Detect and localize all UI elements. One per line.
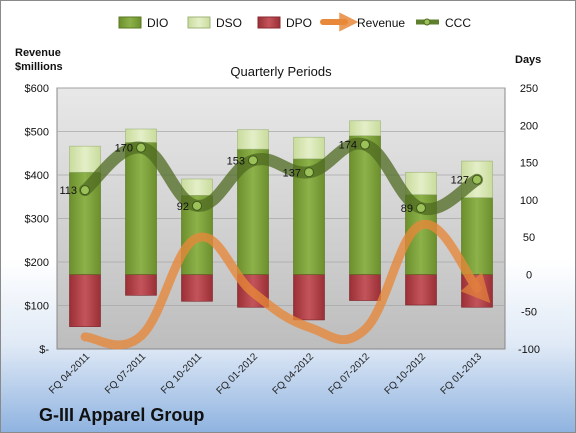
chart-title: Quarterly Periods: [230, 64, 332, 79]
bar-dpo: [293, 274, 325, 321]
right-tick-label: 0: [526, 269, 532, 281]
ccc-line: [79, 137, 483, 216]
ccc-point: [80, 185, 90, 196]
ccc-data-label: 170: [115, 143, 133, 155]
left-axis-label-line1: Revenue: [15, 47, 61, 59]
bar-dpo: [405, 274, 437, 306]
ccc-point: [192, 200, 202, 211]
bars: [69, 120, 493, 327]
x-tick-label: FQ 07-2012: [327, 351, 373, 397]
x-tick-label: FQ 10-2012: [383, 351, 429, 397]
left-tick-label: $-: [39, 344, 49, 356]
right-tick-label: 200: [520, 120, 538, 132]
bar-dso: [349, 120, 381, 137]
right-tick-label: 250: [520, 83, 538, 95]
right-tick-label: -50: [521, 307, 537, 319]
left-axis-ticks: $- $100 $200 $300 $400 $500 $600: [25, 83, 50, 356]
left-tick-label: $200: [25, 257, 49, 269]
right-axis-label: Days: [515, 54, 541, 66]
x-tick-label: FQ 04-2011: [47, 351, 92, 396]
legend: DIO DSO DPO Revenue CCC: [118, 12, 471, 32]
ccc-data-label: 113: [59, 185, 77, 197]
left-tick-label: $600: [25, 83, 49, 95]
series-lines: [79, 137, 491, 350]
ccc-data-label: 137: [283, 167, 301, 179]
left-axis-label-line2: $millions: [15, 61, 63, 73]
ccc-data-label: 127: [451, 175, 469, 187]
right-axis-ticks: -100 -50 0 50 100 150 200 250: [518, 83, 540, 356]
right-tick-label: 100: [520, 195, 538, 207]
bar-dso: [237, 129, 269, 150]
ccc-point: [472, 174, 482, 185]
legend-marker-ccc: [423, 18, 431, 26]
data-labels: 113 170 92 153 137 174 89 127: [59, 140, 469, 215]
bar-dpo: [349, 274, 381, 301]
right-tick-label: -100: [518, 344, 540, 356]
ccc-point: [360, 139, 370, 150]
ccc-point: [416, 203, 426, 214]
bar-dso: [293, 136, 325, 160]
ccc-data-label: 89: [401, 203, 413, 215]
legend-label-dso: DSO: [216, 16, 242, 30]
ccc-data-label: 92: [177, 201, 189, 213]
ccc-data-label: 153: [227, 155, 245, 167]
bar-dso: [125, 128, 157, 143]
company-title: G-III Apparel Group: [39, 405, 205, 425]
legend-label-dio: DIO: [147, 16, 168, 30]
legend-label-ccc: CCC: [445, 16, 471, 30]
left-tick-label: $300: [25, 214, 49, 226]
bar-dio: [461, 197, 493, 275]
bar-dso: [405, 171, 437, 195]
bar-dpo: [69, 274, 101, 327]
x-tick-label: FQ 01-2013: [439, 351, 485, 397]
x-tick-label: FQ 10-2011: [159, 351, 204, 396]
left-tick-label: $400: [25, 170, 49, 182]
bar-dio: [125, 142, 157, 275]
bar-dpo: [181, 274, 213, 302]
x-axis-ticks: FQ 04-2011 FQ 07-2011 FQ 10-2011 FQ 01-2012…: [47, 351, 484, 397]
legend-swatch-dpo: [257, 16, 281, 29]
legend-label-dpo: DPO: [286, 16, 312, 30]
legend-swatch-dio: [118, 16, 142, 29]
bar-dpo: [125, 274, 157, 296]
left-tick-label: $500: [25, 127, 49, 139]
legend-swatch-dso: [187, 16, 211, 29]
ccc-point: [248, 155, 258, 166]
x-tick-label: FQ 04-2012: [271, 351, 317, 397]
right-tick-label: 50: [523, 232, 535, 244]
right-tick-label: 150: [520, 158, 538, 170]
x-tick-label: FQ 07-2011: [103, 351, 148, 396]
left-tick-label: $100: [25, 301, 49, 313]
bar-dso: [69, 145, 101, 173]
x-tick-label: FQ 01-2012: [215, 351, 261, 397]
ccc-data-label: 174: [339, 140, 357, 152]
ccc-point: [304, 167, 314, 178]
ccc-point: [136, 142, 146, 153]
legend-label-revenue: Revenue: [357, 16, 405, 30]
revenue-line: [80, 219, 491, 350]
